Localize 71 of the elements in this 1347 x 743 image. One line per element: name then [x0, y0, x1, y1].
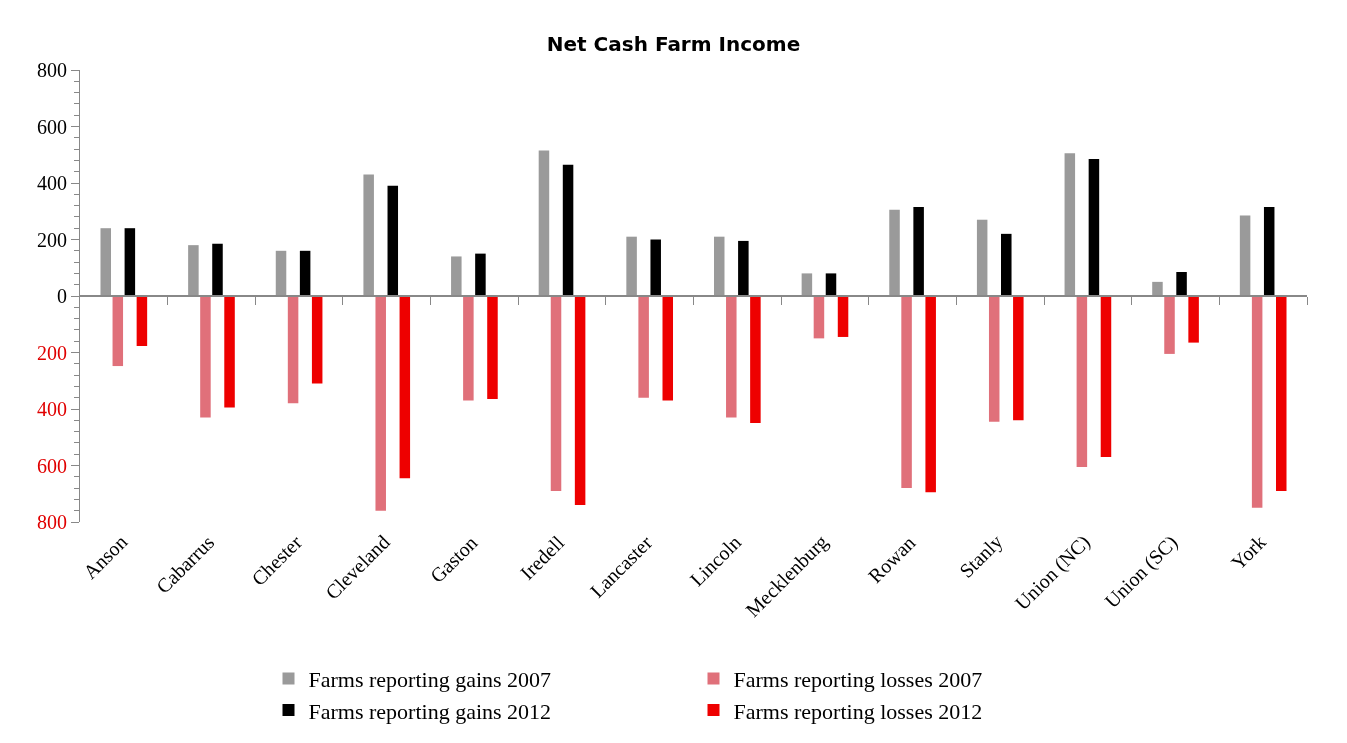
bar	[188, 245, 199, 296]
bar	[1251, 296, 1263, 508]
bar	[1152, 281, 1163, 296]
bar	[650, 239, 661, 296]
y-tick-label: 600	[37, 115, 67, 138]
bar	[311, 296, 323, 384]
legend-label: Farms reporting gains 2012	[308, 698, 552, 724]
bar	[726, 296, 737, 418]
bar	[224, 296, 235, 408]
bar	[1164, 296, 1175, 354]
y-tick-label: 800	[37, 511, 67, 533]
bar	[638, 296, 649, 398]
y-tick-label: 600	[37, 454, 67, 477]
bar	[1188, 296, 1199, 343]
bar	[200, 296, 211, 418]
bar	[136, 296, 148, 346]
bar	[562, 164, 574, 296]
bar	[901, 296, 912, 489]
bar	[1076, 296, 1088, 467]
bar	[363, 174, 374, 296]
bar	[112, 296, 124, 367]
y-tick-label: 800	[37, 59, 67, 81]
bar	[1276, 296, 1287, 491]
bar	[837, 296, 849, 337]
bar	[913, 207, 924, 296]
bar	[463, 296, 474, 401]
bar	[574, 296, 586, 506]
legend-label: Farms reporting losses 2012	[733, 698, 983, 724]
bar	[387, 185, 399, 296]
bar	[538, 150, 550, 296]
legend-label: Farms reporting gains 2007	[308, 666, 552, 692]
bar	[100, 228, 111, 296]
bar	[1013, 296, 1024, 421]
bar	[662, 296, 674, 401]
bar	[976, 219, 988, 296]
bar	[287, 296, 299, 404]
bar	[212, 243, 223, 296]
bar	[451, 256, 462, 296]
bar	[1001, 233, 1012, 296]
bar	[801, 273, 813, 296]
bar	[124, 228, 136, 296]
bar	[375, 296, 386, 511]
y-tick-label: 200	[37, 228, 67, 251]
bar	[1176, 271, 1187, 296]
bar	[988, 296, 1000, 422]
chart-title: Net Cash Farm Income	[546, 32, 801, 57]
bar	[713, 236, 725, 296]
bar	[550, 296, 562, 491]
y-tick-label: 200	[37, 341, 67, 364]
y-tick-label: 400	[37, 398, 67, 420]
bar	[889, 209, 900, 296]
bar	[1263, 207, 1275, 296]
y-tick-label: 400	[37, 172, 67, 194]
bar	[475, 253, 486, 296]
bar	[1239, 215, 1251, 296]
bar	[399, 296, 411, 479]
bar	[1064, 153, 1076, 296]
bar	[299, 250, 311, 296]
y-tick-label: 0	[57, 285, 67, 307]
bar	[738, 240, 749, 296]
x-tick-label: York	[1226, 530, 1270, 574]
bar	[275, 250, 287, 296]
bar	[813, 296, 825, 339]
bar	[750, 296, 761, 424]
bar	[487, 296, 498, 400]
bar	[825, 273, 837, 296]
bar	[925, 296, 936, 493]
bar	[626, 236, 637, 296]
legend-label: Farms reporting losses 2007	[733, 666, 983, 692]
bar	[1100, 296, 1112, 458]
bar	[1088, 158, 1100, 296]
